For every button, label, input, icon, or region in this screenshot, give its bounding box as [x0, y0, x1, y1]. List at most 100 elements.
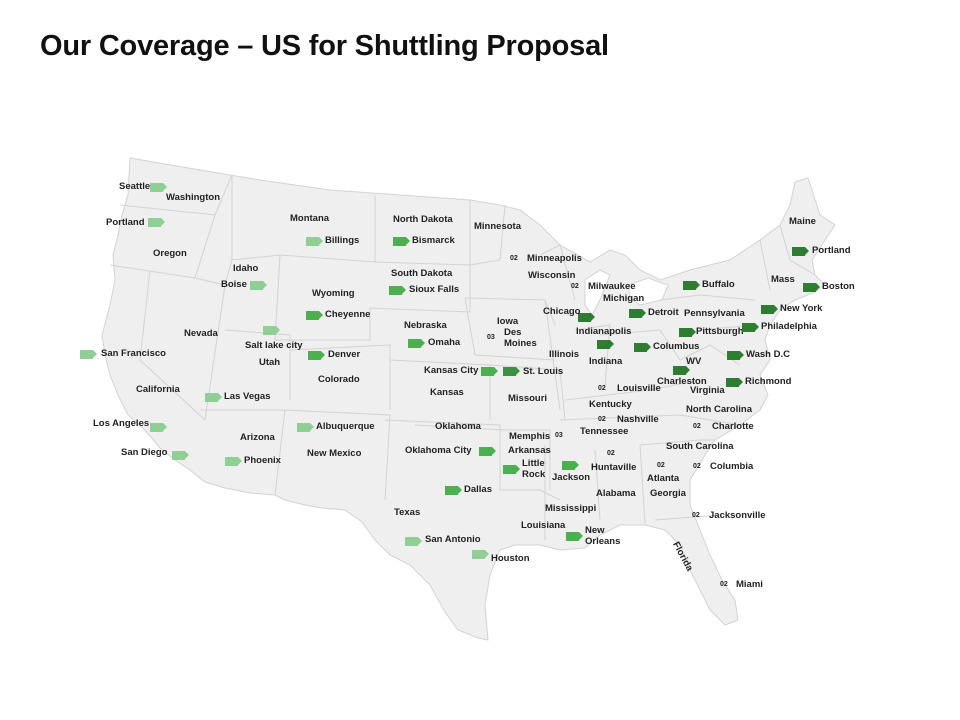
state-label-wyoming: Wyoming	[312, 288, 355, 299]
state-label-arizona: Arizona	[240, 432, 275, 443]
badge-04: 04	[393, 237, 411, 246]
state-label-south-dakota: South Dakota	[391, 268, 453, 279]
us-mainland-shape	[101, 157, 836, 641]
state-label-nevada: Nevada	[184, 328, 218, 339]
city-label-buffalo: Buffalo	[702, 279, 735, 290]
city-label-dallas: Dallas	[464, 484, 492, 495]
badge-05: 05	[150, 183, 168, 192]
state-label-arkansas: Arkansas	[508, 445, 551, 456]
city-label-louisville: Louisville	[617, 383, 661, 394]
state-label-virginia: Virginia	[690, 385, 725, 396]
state-label-wv: WV	[686, 356, 702, 367]
city-label-los-angeles: Los Angeles	[93, 418, 150, 429]
badge-01: 01	[792, 247, 810, 256]
city-label-salt-lake-city: Salt lake city	[245, 340, 303, 351]
state-label-idaho: Idaho	[233, 263, 259, 274]
state-label-minnesota: Minnesota	[474, 221, 521, 232]
badge-05: 05	[148, 218, 166, 227]
state-label-kansas: Kansas	[430, 387, 464, 398]
num-02: 02	[692, 512, 700, 519]
state-label-north-dakota: North Dakota	[393, 214, 453, 225]
num-02: 02	[693, 423, 701, 430]
badge-01: 01	[726, 378, 744, 387]
city-label-kansas-city: Kansas City	[424, 365, 479, 376]
state-label-north-carolina: North Carolina	[686, 404, 752, 415]
city-label-san-francisco: San Francisco	[101, 348, 166, 359]
state-label-montana: Montana	[290, 213, 330, 224]
badge-01: 01	[761, 305, 779, 314]
city-label-houston: Houston	[491, 553, 530, 564]
city-label-memphis: Memphis	[509, 431, 551, 442]
city-label-portland-me: Portland	[812, 245, 851, 256]
state-borders	[109, 174, 816, 540]
num-02: 02	[598, 416, 606, 423]
badge-05: 05	[150, 423, 168, 432]
city-label-minneapolis: Minneapolis	[527, 253, 582, 264]
city-label-philadelphia: Philadelphia	[761, 321, 817, 332]
badge-01: 01	[679, 328, 697, 337]
city-label-huntaville: Huntaville	[591, 462, 637, 473]
city-label-jacksonville: Jacksonville	[709, 510, 766, 521]
num-02: 02	[598, 385, 606, 392]
badge-01: 01	[629, 309, 647, 318]
city-label-columbus: Columbus	[653, 341, 700, 352]
city-label-seattle: Seattle	[119, 181, 151, 192]
city-label-sioux-falls: Sioux Falls	[409, 284, 460, 295]
state-label-mississippi: Mississippi	[545, 503, 597, 514]
state-label-georgia: Georgia	[650, 488, 686, 499]
city-label-charleston: Charleston	[657, 376, 707, 387]
city-label-albuquerque: Albuquerque	[316, 421, 375, 432]
city-label-boise: Boise	[221, 279, 247, 290]
badge-05: 05	[172, 451, 190, 460]
badge-01: 01	[742, 323, 760, 332]
badge-05: 05	[250, 281, 268, 290]
city-label-las-vegas: Las Vegas	[224, 391, 271, 402]
state-label-indiana: Indiana	[589, 356, 623, 367]
badge-04: 04	[562, 461, 580, 470]
city-label-san-antonio: San Antonio	[425, 534, 481, 545]
state-label-alabama: Alabama	[596, 488, 636, 499]
state-label-oklahoma: Oklahoma	[435, 421, 481, 432]
state-label-missouri: Missouri	[508, 393, 548, 404]
city-label-st-louis: St. Louis	[523, 366, 564, 377]
city-label-omaha: Omaha	[428, 337, 461, 348]
great-lakes-shape	[584, 269, 611, 316]
city-label-new-york: New York	[780, 303, 823, 314]
city-label-atlanta: Atlanta	[647, 473, 680, 484]
city-label-milwaukee: Milwaukee	[588, 281, 636, 292]
city-label-portland-or: Portland	[106, 217, 145, 228]
state-label-pennsylvania: Pennsylvania	[684, 308, 745, 319]
city-label-indianapolis: Indianapolis	[576, 326, 632, 337]
num-02: 02	[657, 462, 665, 469]
badge-04: 04	[389, 286, 407, 295]
city-label-charlotte: Charlotte	[712, 421, 754, 432]
state-label-utah: Utah	[259, 357, 281, 368]
badge-01: 01	[673, 366, 691, 375]
badge-05: 05	[297, 423, 315, 432]
city-label-boston: Boston	[822, 281, 855, 292]
badge-04: 04	[503, 465, 521, 474]
city-label-jackson: Jackson	[552, 472, 591, 483]
state-label-mass: Mass	[771, 274, 795, 285]
city-label-miami: Miami	[736, 579, 763, 590]
badge-01: 01	[727, 351, 745, 360]
state-label-michigan: Michigan	[603, 293, 645, 304]
city-label-bismarck: Bismarck	[412, 235, 455, 246]
badge-04: 04	[445, 486, 463, 495]
badge-04: 04	[308, 351, 326, 360]
num-02: 02	[720, 581, 728, 588]
city-label-billings: Billings	[325, 235, 360, 246]
num-02: 02	[607, 450, 615, 457]
city-label-oklahoma-city: Oklahoma City	[405, 445, 472, 456]
badge-05: 05	[225, 457, 243, 466]
city-label-chicago: Chicago	[543, 306, 581, 317]
badge-01: 01	[597, 340, 615, 349]
num-03: 03	[555, 432, 563, 439]
city-label-new-orleans: New Orleans	[585, 525, 621, 547]
state-label-iowa: Iowa	[497, 316, 519, 327]
city-label-san-diego: San Diego	[121, 447, 168, 458]
city-label-little-rock: Little Rock	[522, 458, 546, 480]
num-03: 03	[487, 334, 495, 341]
city-label-denver: Denver	[328, 349, 361, 360]
